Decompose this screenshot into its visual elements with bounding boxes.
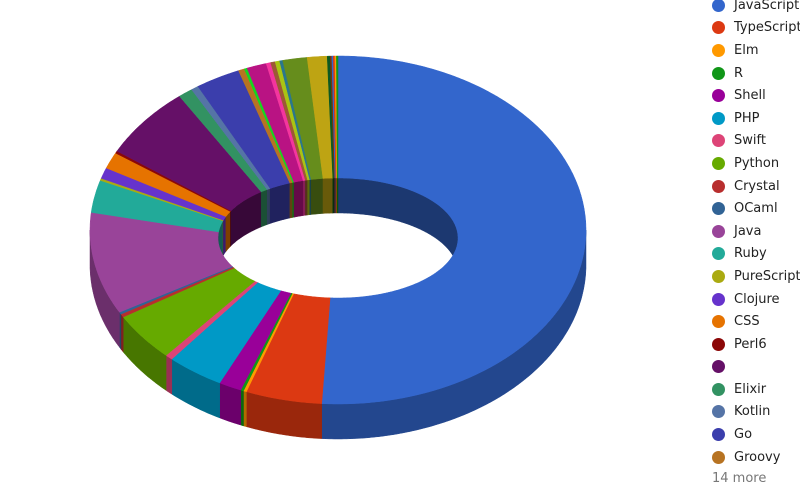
slice-inner-wall[interactable] [223, 215, 227, 257]
slice-inner-wall[interactable] [302, 180, 306, 216]
legend-label: Shell [734, 88, 766, 104]
legend-swatch [712, 292, 725, 306]
legend-swatch [712, 382, 725, 396]
slice-inner-wall[interactable] [310, 178, 324, 215]
legend-label: JavaScript [734, 0, 800, 13]
legend-more-link[interactable]: 14 more [712, 471, 767, 487]
legend-swatch [712, 111, 725, 125]
legend-label: R [734, 65, 744, 81]
legend-item[interactable]: Perl6 [710, 333, 800, 356]
legend-item[interactable]: PHP [710, 107, 800, 130]
legend-item[interactable]: Java [710, 220, 800, 243]
legend-swatch [712, 269, 725, 283]
legend-label: Python [734, 155, 780, 171]
legend-label: PHP [734, 110, 760, 126]
slice-inner-wall[interactable] [269, 182, 291, 224]
slice-outer-wall[interactable] [243, 390, 247, 428]
slice-inner-wall[interactable] [322, 177, 334, 214]
slice-inner-wall[interactable] [289, 182, 293, 219]
slice-outer-wall[interactable] [120, 313, 124, 353]
slice-inner-wall[interactable] [293, 180, 304, 218]
legend-label: Elixir [734, 381, 767, 397]
slice-inner-wall[interactable] [225, 210, 231, 253]
legend-item[interactable]: Kotlin [710, 401, 800, 424]
legend-label: Kotlin [734, 404, 771, 420]
legend-item[interactable]: R [710, 62, 800, 85]
legend-swatch [712, 43, 725, 57]
legend-swatch [712, 247, 725, 261]
legend-swatch [712, 179, 725, 193]
legend-item[interactable]: Go [710, 423, 800, 446]
legend-item[interactable]: Shell [710, 84, 800, 107]
legend-item[interactable]: Clojure [710, 288, 800, 311]
legend-item[interactable]: Groovy [710, 446, 800, 469]
slice-inner-wall[interactable] [266, 188, 271, 225]
legend-swatch [712, 360, 725, 374]
legend-label: Elm [734, 42, 759, 58]
slice-inner-wall[interactable] [336, 177, 339, 214]
legend-swatch [712, 224, 725, 238]
legend-swatch [712, 66, 725, 80]
slice-outer-wall[interactable] [240, 389, 244, 427]
legend-label: PureScript [734, 268, 800, 284]
slice-outer-wall[interactable] [165, 354, 173, 395]
legend-swatch [712, 337, 725, 351]
legend-swatch [712, 134, 725, 148]
legend-item[interactable]: Swift [710, 130, 800, 153]
slice-inner-wall[interactable] [307, 179, 311, 216]
legend-label: Groovy [734, 449, 781, 465]
legend-label: Clojure [734, 291, 780, 307]
legend-swatch [712, 0, 725, 12]
legend-label: Go [734, 427, 753, 443]
legend-swatch [712, 315, 725, 329]
legend-swatch [712, 202, 725, 216]
legend-item[interactable]: Elm [710, 39, 800, 62]
legend-item[interactable]: Python [710, 152, 800, 175]
legend-item[interactable] [710, 356, 800, 379]
legend: JavaScript TypeScript Elm R Shell PHP Swift Pyt… [710, 0, 800, 490]
legend-label: Ruby [734, 246, 767, 262]
legend-label: Java [734, 223, 762, 239]
legend-swatch [712, 21, 725, 35]
legend-item[interactable]: Crystal [710, 175, 800, 198]
slice-inner-wall[interactable] [260, 189, 268, 228]
legend-item[interactable]: Elixir [710, 378, 800, 401]
legend-label: OCaml [734, 201, 778, 217]
legend-label: Swift [734, 133, 766, 149]
legend-label: Perl6 [734, 336, 767, 352]
legend-swatch [712, 428, 725, 442]
slice-inner-wall[interactable] [305, 179, 308, 216]
legend-item[interactable]: OCaml [710, 197, 800, 220]
legend-label: TypeScript [734, 20, 800, 36]
legend-swatch [712, 156, 725, 170]
legend-item[interactable]: Ruby [710, 243, 800, 266]
legend-item[interactable]: JavaScript [710, 0, 800, 17]
legend-item[interactable]: CSS [710, 310, 800, 333]
legend-item[interactable]: TypeScript [710, 17, 800, 40]
slice-unnamed[interactable] [336, 55, 339, 179]
legend-label: Crystal [734, 178, 780, 194]
legend-label: CSS [734, 314, 760, 330]
legend-swatch [712, 89, 725, 103]
legend-item[interactable]: PureScript [710, 265, 800, 288]
legend-swatch [712, 405, 725, 419]
legend-swatch [712, 450, 725, 464]
